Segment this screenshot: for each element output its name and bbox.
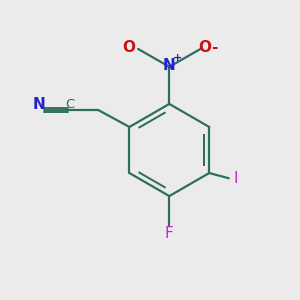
Text: I: I (234, 171, 238, 186)
Text: +: + (173, 53, 182, 64)
Text: O: O (123, 40, 136, 55)
Text: -: - (212, 40, 218, 55)
Text: N: N (163, 58, 176, 74)
Text: O: O (199, 40, 212, 55)
Text: C: C (65, 98, 74, 111)
Text: F: F (165, 226, 174, 241)
Text: N: N (33, 97, 46, 112)
